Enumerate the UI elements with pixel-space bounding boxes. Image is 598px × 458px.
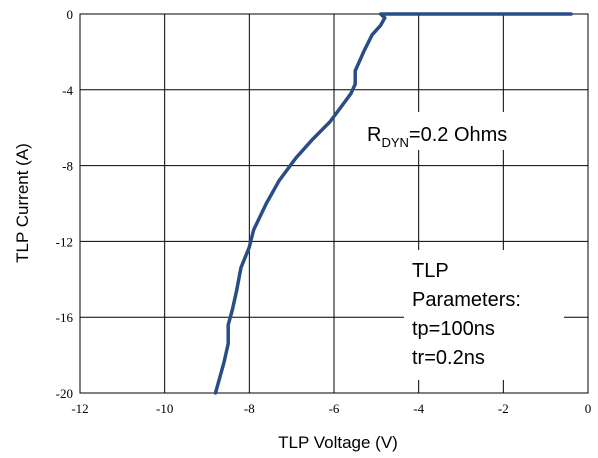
y-axis-title: TLP Current (A) [13, 143, 32, 263]
x-axis-title: TLP Voltage (V) [278, 433, 398, 452]
x-tick-label: -8 [244, 401, 255, 416]
y-tick-label: -16 [56, 310, 74, 325]
rdyn-r: R [367, 124, 381, 146]
x-tick-label: -4 [413, 401, 424, 416]
y-tick-labels: 0 -4 -8 -12 -16 -20 [56, 7, 74, 401]
rdyn-annotation: RDYN=0.2 Ohms [367, 124, 507, 150]
tlp-params-line-1: TLP [412, 260, 449, 282]
y-tick-label: -8 [62, 159, 73, 174]
x-tick-labels: -12 -10 -8 -6 -4 -2 0 [71, 401, 591, 416]
rdyn-annotation-box [355, 112, 581, 150]
tlp-params-line-3: tp=100ns [412, 318, 495, 340]
series-line-0 [213, 12, 573, 395]
y-tick-label: -12 [56, 234, 73, 249]
x-tick-label: 0 [585, 401, 592, 416]
tlp-params-line-2: Parameters: [412, 289, 521, 311]
x-tick-label: -6 [329, 401, 340, 416]
series-group [213, 12, 573, 395]
rdyn-subscript: DYN [381, 135, 408, 150]
x-tick-label: -2 [498, 401, 509, 416]
y-tick-label: -4 [62, 83, 73, 98]
rdyn-value: =0.2 Ohms [409, 124, 507, 146]
x-tick-label: -10 [156, 401, 173, 416]
tlp-params-box [404, 250, 564, 380]
tlp-params-line-4: tr=0.2ns [412, 347, 485, 369]
plot-frame [79, 13, 589, 394]
y-tick-label: 0 [67, 7, 74, 22]
x-tick-label: -12 [71, 401, 88, 416]
y-tick-label: -20 [56, 386, 73, 401]
